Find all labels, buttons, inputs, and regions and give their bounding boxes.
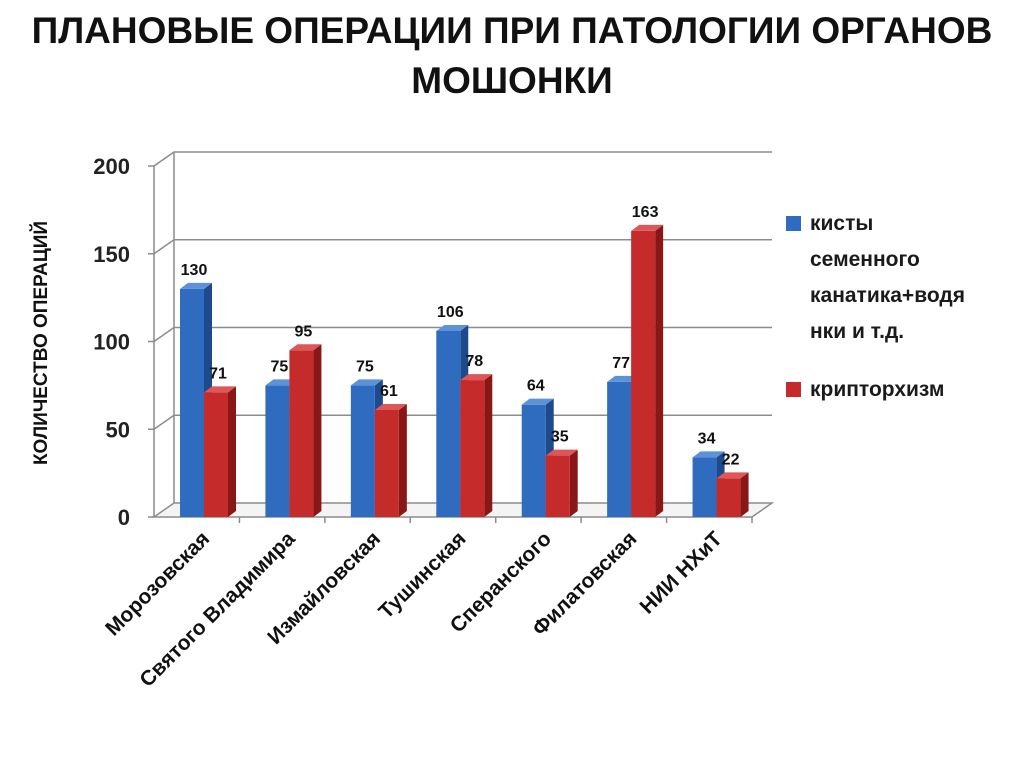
legend-label-cysts-line-1: кисты <box>810 212 874 235</box>
legend-item-cryptorchidism: крипторхизм <box>786 372 1018 408</box>
chart-title: ПЛАНОВЫЕ ОПЕРАЦИИ ПРИ ПАТОЛОГИИ ОРГАНОВ … <box>0 6 1024 106</box>
y-tick-label-150: 150 <box>93 242 130 267</box>
chart-title-line-2: МОШОНКИ <box>411 60 613 101</box>
data-label-red-2: 61 <box>380 383 398 400</box>
bar-side-red-6 <box>740 472 749 517</box>
legend-label-cryptorchidism: крипторхизм <box>810 378 945 401</box>
bar-side-red-0 <box>228 386 236 517</box>
bar-top-red-3 <box>460 374 493 381</box>
y-tick-label-200: 200 <box>93 154 130 179</box>
data-label-red-5: 163 <box>632 204 659 221</box>
bar-top-blue-4 <box>521 398 554 405</box>
gridline-150 <box>153 239 772 255</box>
bar-blue-2 <box>350 385 375 517</box>
data-label-blue-3: 106 <box>437 304 464 321</box>
bar-top-red-1 <box>289 344 322 351</box>
data-label-blue-6: 34 <box>698 430 716 447</box>
chart-title-line-1: ПЛАНОВЫЕ ОПЕРАЦИИ ПРИ ПАТОЛОГИИ ОРГАНОВ <box>31 10 993 51</box>
x-category-label-6: НИИ НХиТ <box>636 527 727 618</box>
legend-swatch-blue <box>786 216 801 231</box>
bar-top-blue-2 <box>350 379 383 386</box>
x-category-label-3: Тушинская <box>374 527 470 623</box>
legend-label-cysts-line-3: канатика+водя <box>810 284 965 307</box>
data-label-blue-2: 75 <box>356 358 374 375</box>
bar-side-red-1 <box>313 344 322 517</box>
bar-red-5 <box>631 230 656 517</box>
bar-blue-3 <box>436 330 461 517</box>
y-tick-label-0: 0 <box>118 505 130 530</box>
legend-label-cysts-line-2: семенного <box>810 248 920 271</box>
y-tick-label-50: 50 <box>106 417 130 442</box>
legend-label-cysts-line-4: нки и т.д. <box>810 320 905 343</box>
bar-top-red-6 <box>716 472 749 479</box>
bar-top-blue-6 <box>692 451 725 458</box>
data-label-red-1: 95 <box>295 323 313 340</box>
y-tick-label-100: 100 <box>93 330 130 355</box>
data-label-blue-5: 77 <box>612 355 630 372</box>
data-label-red-0: 71 <box>209 365 227 382</box>
chart-legend: кисты семенного канатика+водя нки и т.д.… <box>786 206 1018 408</box>
data-label-blue-1: 75 <box>271 358 289 375</box>
bar-blue-4 <box>521 404 546 517</box>
bar-top-red-5 <box>631 224 664 231</box>
bar-blue-0 <box>180 288 204 517</box>
bar-blue-1 <box>265 385 290 517</box>
data-label-blue-0: 130 <box>181 262 208 279</box>
data-label-blue-4: 64 <box>527 378 545 395</box>
bar-side-red-5 <box>655 224 664 517</box>
bar-red-3 <box>460 380 485 517</box>
data-label-red-4: 35 <box>551 429 569 446</box>
gridline-200 <box>153 151 772 167</box>
bar-side-red-4 <box>569 449 578 517</box>
bar-red-6 <box>716 478 741 517</box>
bar-top-red-2 <box>374 403 407 410</box>
bar-red-2 <box>374 409 399 517</box>
bar-top-red-0 <box>204 386 236 393</box>
y-axis-title: КОЛИЧЕСТВО ОПЕРАЦИЙ <box>30 221 52 465</box>
bar-top-blue-0 <box>180 282 212 289</box>
bar-blue-6 <box>692 457 717 517</box>
bar-red-0 <box>204 392 228 517</box>
bar-side-red-3 <box>484 374 493 517</box>
bar-top-red-4 <box>545 449 578 456</box>
bar-side-red-2 <box>398 403 407 517</box>
bar-red-1 <box>289 350 314 517</box>
bar-top-blue-3 <box>436 324 469 331</box>
bar-red-4 <box>545 455 570 517</box>
data-label-red-3: 78 <box>465 353 483 370</box>
legend-item-cysts: кисты семенного канатика+водя нки и т.д. <box>786 206 1018 350</box>
bar-blue-5 <box>607 381 632 517</box>
x-category-label-1: Святого Владимира <box>135 527 300 692</box>
legend-swatch-red <box>786 382 801 397</box>
data-label-red-6: 22 <box>722 451 740 468</box>
